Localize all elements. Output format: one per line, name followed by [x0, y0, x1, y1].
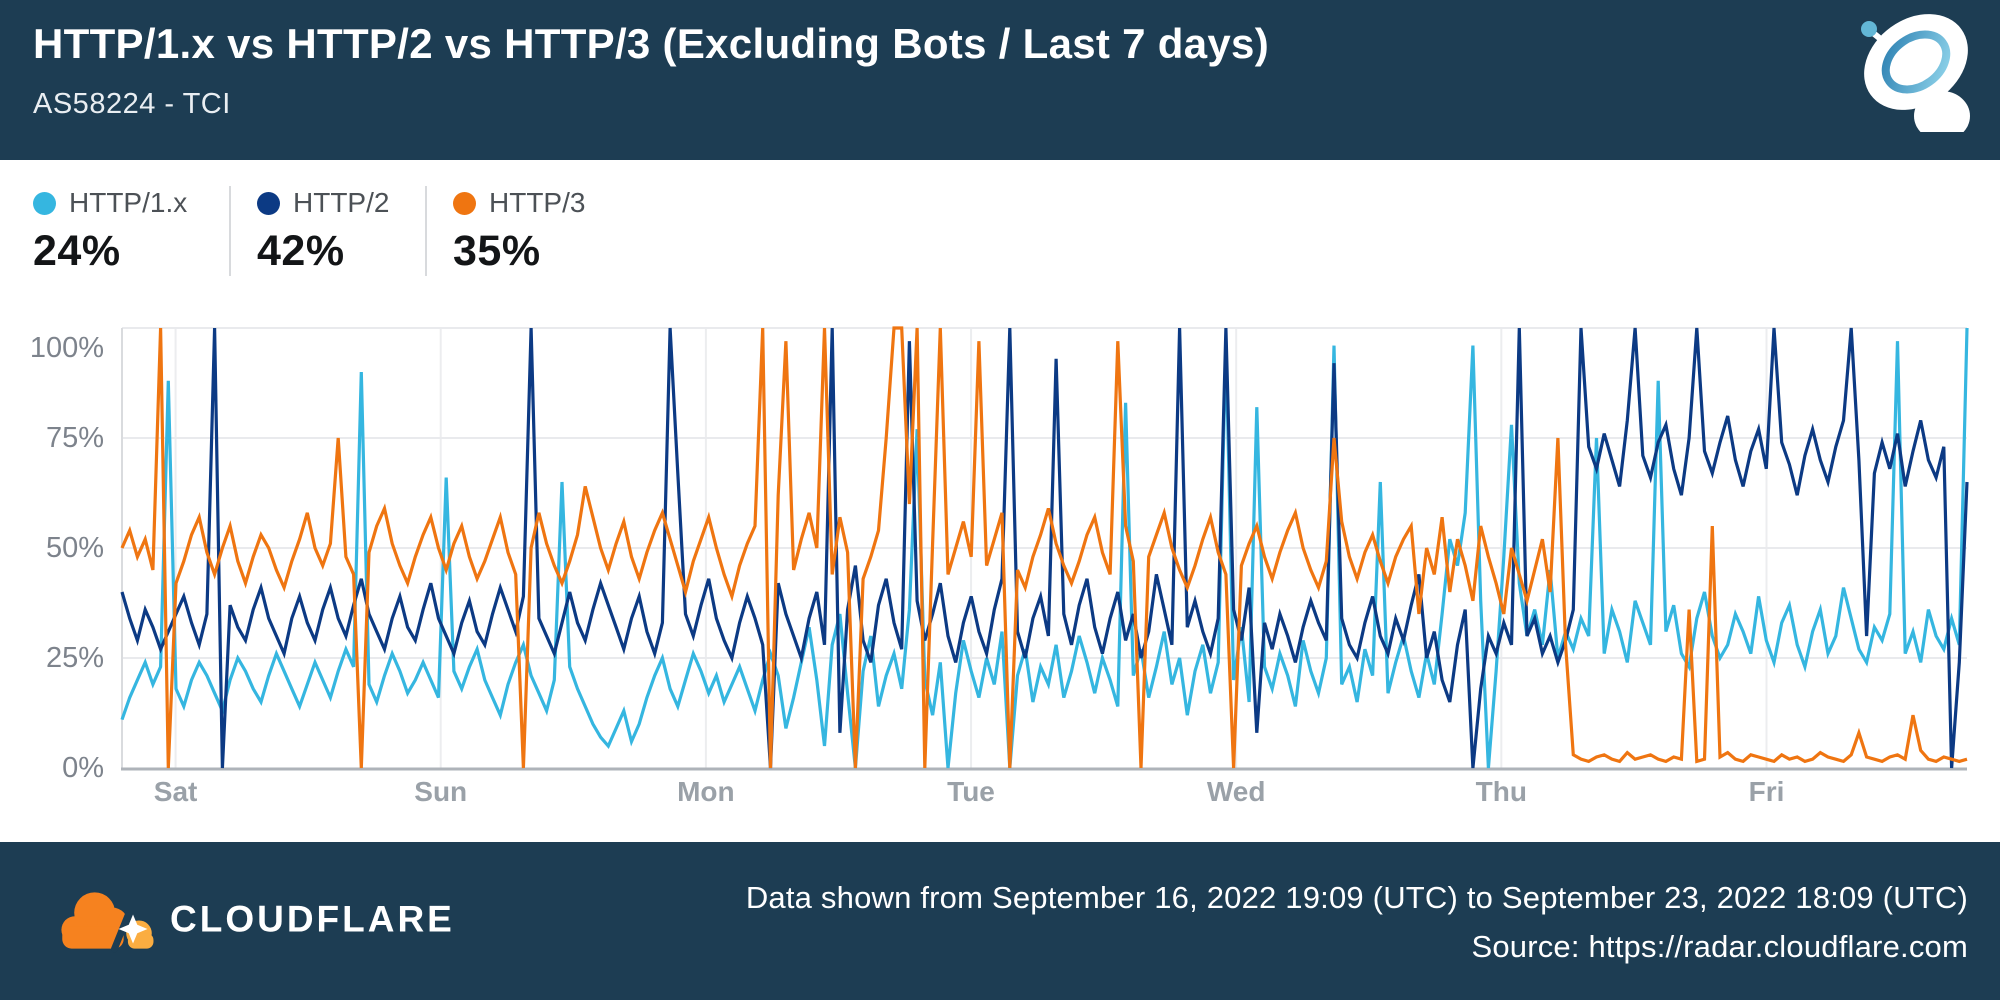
legend-value: 35% — [453, 227, 541, 275]
legend-item-http3: HTTP/3 35% — [425, 186, 621, 276]
cloudflare-wordmark: CLOUDFLARE — [170, 898, 455, 940]
cloudflare-cloud-icon — [61, 892, 154, 953]
footer-source-link[interactable]: Source: https://radar.cloudflare.com — [1471, 928, 1968, 964]
series-line-http3 — [120, 326, 1968, 769]
legend-dot-http2 — [257, 191, 280, 215]
header: HTTP/1.x vs HTTP/2 vs HTTP/3 (Excluding … — [0, 0, 2000, 160]
x-axis-label: Sun — [414, 776, 468, 807]
legend-dot-http3 — [453, 191, 476, 215]
y-axis-label: 100% — [29, 332, 104, 364]
x-axis-label: Mon — [677, 776, 735, 807]
legend-value: 24% — [33, 227, 121, 275]
x-axis-label: Tue — [947, 776, 995, 807]
legend-item-http2: HTTP/2 42% — [229, 186, 425, 276]
chart-subtitle: AS58224 - TCI — [33, 88, 231, 120]
legend-label: HTTP/1.x — [69, 187, 188, 218]
footer: CLOUDFLARE Data shown from September 16,… — [0, 842, 2000, 1000]
x-axis-label: Wed — [1206, 776, 1266, 807]
x-axis-label: Fri — [1748, 776, 1785, 807]
y-axis-label: 0% — [62, 752, 104, 784]
x-axis-label: Sat — [153, 776, 198, 807]
chart-legend: HTTP/1.x 24% HTTP/2 42% HTTP/3 35% — [33, 186, 621, 276]
y-axis-label: 75% — [45, 422, 104, 454]
series-line-http2 — [120, 327, 1969, 769]
legend-label: HTTP/3 — [489, 187, 586, 218]
x-axis-label: Thu — [1475, 776, 1527, 807]
y-axis-label: 50% — [45, 532, 104, 564]
footer-date-range: Data shown from September 16, 2022 19:09… — [745, 879, 1968, 915]
chart-title: HTTP/1.x vs HTTP/2 vs HTTP/3 (Excluding … — [33, 20, 1270, 67]
legend-dot-http1x — [33, 191, 56, 215]
legend-item-http1x: HTTP/1.x 24% — [33, 186, 229, 276]
y-axis-label: 25% — [45, 642, 104, 674]
radar-dish-icon — [1861, 14, 1970, 132]
legend-label: HTTP/2 — [293, 187, 390, 218]
legend-value: 42% — [257, 227, 345, 275]
cloudflare-logo: CLOUDFLARE — [58, 885, 455, 955]
series-line-http1x — [120, 327, 1969, 769]
